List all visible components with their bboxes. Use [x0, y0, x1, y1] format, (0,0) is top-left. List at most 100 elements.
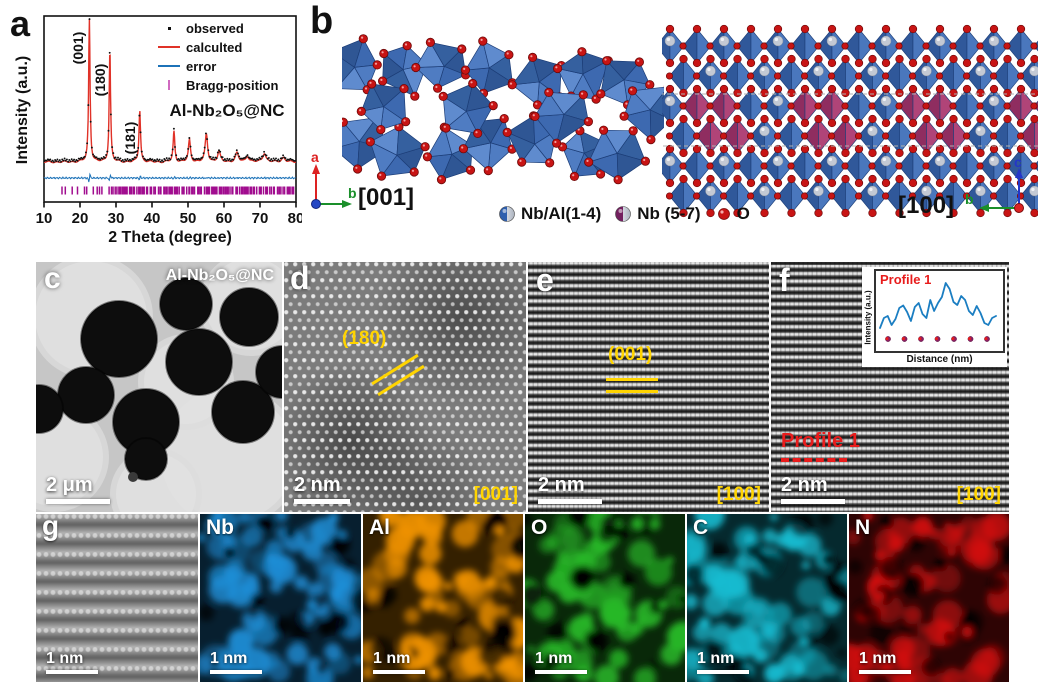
scale-bar-nb-bar: [210, 670, 262, 674]
al-map-image: [363, 514, 523, 682]
xrd-bragg-ticks: [61, 186, 295, 195]
zone-axis-f: [100]: [956, 484, 1001, 505]
svg-text:40: 40: [144, 210, 161, 227]
sample-label-c: Al-Nb₂O₅@NC: [165, 267, 274, 284]
o-map-label: O: [531, 516, 548, 539]
axis-a-label: a: [311, 152, 319, 165]
legend-calculated-label: calculted: [186, 39, 243, 55]
map-nb: Nb 1 nm: [200, 514, 361, 682]
inset-x-axis-label: Distance (nm): [906, 354, 973, 365]
scale-bar-al: 1 nm: [373, 651, 425, 674]
lattice-line-2: [377, 364, 425, 397]
scale-bar-f: 2 nm: [781, 475, 845, 504]
hkl-180-label: (180): [92, 63, 108, 97]
c-map-label: C: [693, 516, 709, 539]
legend-row-calculated: calculted: [156, 39, 242, 55]
scale-bar-al-bar: [373, 670, 425, 674]
panel-e-hrtem: e (001) 2 nm [100]: [528, 262, 769, 512]
xrd-chart: 10 20 30 40 50 60 70 80: [36, 15, 302, 227]
scale-bar-d-text: 2 nm: [294, 474, 341, 496]
scale-bar-g-bar: [46, 670, 98, 674]
legend-oxygen-label: O: [736, 204, 750, 223]
scale-bar-nb-text: 1 nm: [210, 650, 248, 667]
nb-map-label: Nb: [206, 516, 234, 539]
n-map-label: N: [855, 516, 871, 539]
scale-bar-n-text: 1 nm: [859, 650, 897, 667]
svg-text:80: 80: [288, 210, 302, 227]
plane-001-label: (001): [608, 344, 653, 365]
calculated-marker-icon: [156, 45, 182, 49]
tem-spheres-image: [36, 262, 282, 512]
lattice-line-3: [606, 378, 658, 381]
panel-a-xrd: 10 20 30 40 50 60 70 80 a Intensity (a.u.) 2 Th…: [6, 4, 302, 260]
scale-bar-c-bar: [46, 499, 110, 504]
axes-right-icon: c b: [965, 158, 1024, 213]
svg-text:10: 10: [36, 210, 53, 227]
inset-y-axis-label: Intensity (a.u.): [864, 290, 874, 345]
axis-b2-label: b: [965, 191, 974, 207]
lattice-line-1: [371, 353, 419, 386]
scale-bar-al-text: 1 nm: [373, 650, 411, 667]
panel-f-hrtem: f Intensity (a.u.) Profile 1 Distance (n…: [771, 262, 1009, 512]
panel-b-label: b: [310, 2, 334, 42]
panel-a-label: a: [10, 4, 31, 44]
sample-label-a: Al-Nb₂O₅@NC: [169, 101, 285, 120]
scale-bar-f-text: 2 nm: [781, 474, 828, 496]
profile-1-marker: Profile 1: [781, 430, 860, 462]
zone-axis-e: [100]: [716, 484, 761, 505]
xrd-x-ticks: 10 20 30 40 50 60 70 80: [36, 202, 302, 227]
map-al: Al 1 nm: [363, 514, 523, 682]
xrd-error-line: [43, 172, 296, 183]
scale-bar-o: 1 nm: [535, 651, 587, 674]
scale-bar-o-text: 1 nm: [535, 650, 573, 667]
zone-axis-d: [001]: [473, 484, 518, 505]
o-map-image: [525, 514, 685, 682]
panel-f-label: f: [779, 262, 790, 298]
axis-b-label: b: [348, 185, 356, 201]
scale-bar-e: 2 nm: [538, 475, 602, 504]
lattice-line-4: [606, 390, 658, 393]
legend-row-error: error: [156, 58, 216, 74]
scale-bar-d-bar: [294, 499, 350, 504]
crystal-structure-100: [662, 24, 1038, 218]
profile-atom-markers: [885, 336, 990, 342]
legend-row-observed: observed: [156, 20, 244, 36]
n-map-image: [849, 514, 1009, 682]
observed-marker-icon: [156, 26, 182, 30]
panel-d-hrtem: d (180) 2 nm [001]: [284, 262, 526, 512]
nb-sphere-icon: [615, 206, 632, 222]
svg-text:50: 50: [180, 210, 197, 227]
panel-g-stem: g 1 nm: [36, 514, 198, 682]
inset-title: Profile 1: [880, 272, 932, 287]
profile-1-text: Profile 1: [781, 430, 860, 452]
al-map-label: Al: [369, 516, 390, 539]
plane-180-label: (180): [342, 328, 387, 349]
map-n: N 1 nm: [849, 514, 1009, 682]
scale-bar-c-map-text: 1 nm: [697, 650, 735, 667]
view-label-100: [100]: [898, 192, 955, 219]
scale-bar-c-map-bar: [697, 670, 749, 674]
nb-al-sphere-icon: [499, 206, 515, 222]
c-map-image: [687, 514, 847, 682]
svg-text:60: 60: [216, 210, 233, 227]
xrd-x-axis-label: 2 Theta (degree): [108, 229, 232, 246]
view-label-001: [001]: [358, 184, 415, 211]
panel-e-label: e: [536, 262, 554, 298]
scale-bar-n-bar: [859, 670, 911, 674]
error-marker-icon: [156, 64, 182, 68]
scale-bar-n: 1 nm: [859, 651, 911, 674]
crystal-structure-001: [342, 34, 664, 185]
svg-text:20: 20: [72, 210, 89, 227]
scale-bar-g: 1 nm: [46, 651, 98, 674]
axes-left-icon: a b: [311, 152, 356, 209]
panel-d-label: d: [290, 262, 310, 296]
inset-plot: Profile 1: [874, 269, 1005, 353]
map-c: C 1 nm: [687, 514, 847, 682]
scale-bar-d: 2 nm: [294, 475, 350, 504]
legend-observed-label: observed: [186, 20, 244, 36]
bragg-marker-icon: [156, 80, 182, 90]
legend-nb-al-label: Nb/Al(1-4): [521, 204, 602, 223]
nb-map-image: [200, 514, 361, 682]
xrd-observed-dots: [43, 18, 296, 163]
